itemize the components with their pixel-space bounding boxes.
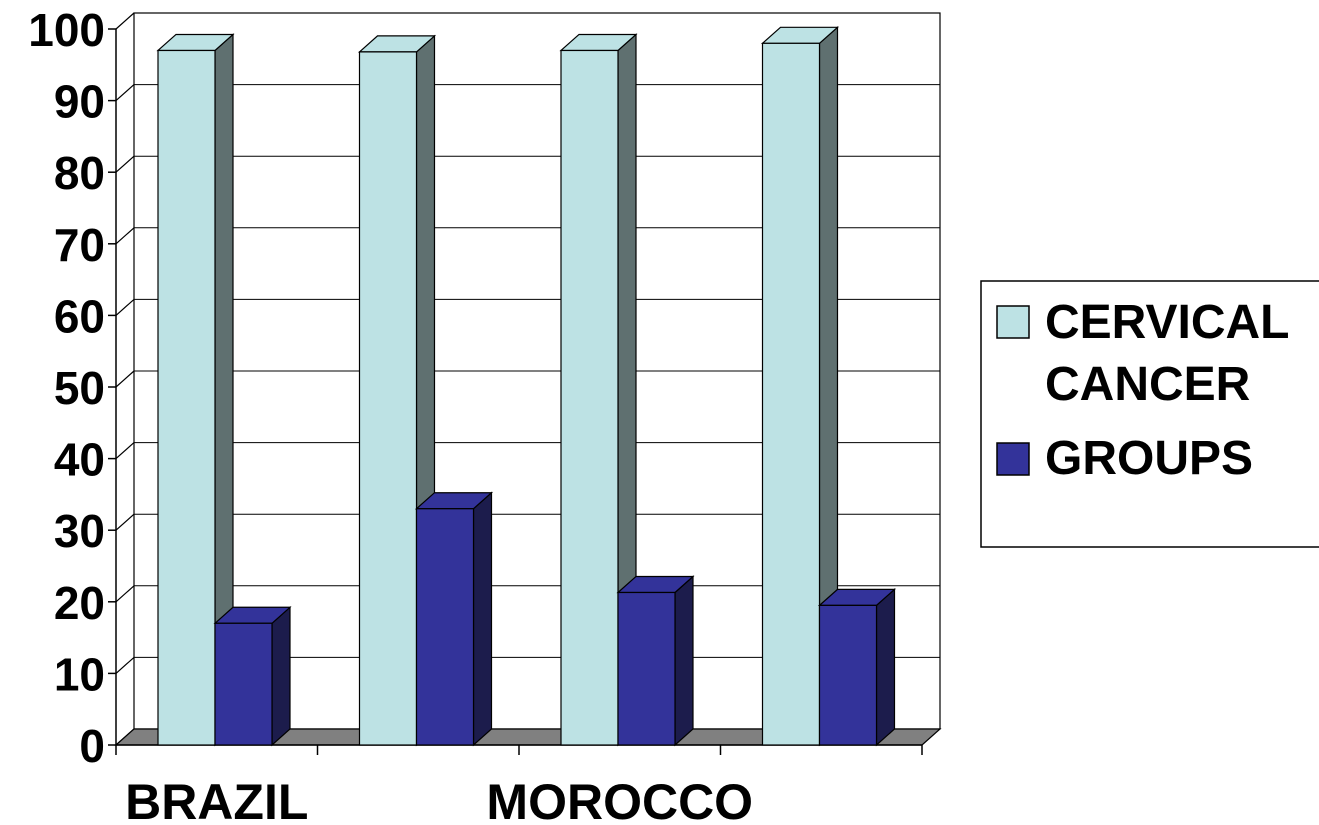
bar-side bbox=[472, 491, 493, 747]
side-wall-line bbox=[115, 155, 135, 173]
x-tick-label: MOROCCO bbox=[486, 774, 753, 825]
legend-label-line: CANCER bbox=[1045, 358, 1250, 411]
bar bbox=[156, 33, 235, 747]
y-tick-label: 40 bbox=[54, 434, 105, 486]
bar-front bbox=[560, 49, 619, 746]
y-tick-label: 0 bbox=[79, 720, 105, 772]
y-tick-label: 30 bbox=[54, 505, 105, 557]
bar-side bbox=[674, 575, 694, 747]
bar-side bbox=[271, 605, 291, 747]
y-tick-label: 10 bbox=[54, 648, 105, 700]
side-wall-line bbox=[115, 12, 135, 30]
legend-swatch bbox=[996, 442, 1030, 476]
side-wall-line bbox=[115, 656, 135, 674]
y-tick-label: 100 bbox=[28, 4, 105, 56]
side-wall-line bbox=[115, 84, 135, 102]
legend-label: GROUPS bbox=[1045, 432, 1253, 485]
bar-front bbox=[617, 591, 676, 746]
side-wall-line bbox=[115, 298, 135, 316]
bar-side bbox=[875, 588, 896, 747]
bar-front bbox=[761, 42, 821, 746]
bar-front bbox=[214, 622, 273, 746]
x-tick-label: BRAZIL bbox=[125, 774, 308, 825]
bar-front bbox=[415, 508, 475, 746]
bar bbox=[414, 491, 494, 747]
bar bbox=[213, 605, 292, 747]
y-tick-label: 60 bbox=[54, 290, 105, 342]
bar bbox=[357, 34, 437, 747]
side-wall-line bbox=[115, 513, 135, 531]
bar bbox=[616, 575, 695, 747]
side-wall-line bbox=[115, 227, 135, 245]
legend-label-line: GROUPS bbox=[1045, 432, 1253, 485]
y-tick-label: 90 bbox=[54, 76, 105, 128]
bar-front bbox=[818, 604, 878, 746]
side-wall-line bbox=[115, 370, 135, 388]
side-wall-line bbox=[115, 442, 135, 460]
legend-label: CERVICAL CANCER bbox=[1045, 296, 1289, 411]
y-tick-label: 50 bbox=[54, 362, 105, 414]
bar bbox=[817, 588, 897, 747]
bar bbox=[559, 33, 638, 747]
bar-front bbox=[358, 51, 418, 746]
y-tick-label: 80 bbox=[54, 147, 105, 199]
legend-label-line: CERVICAL bbox=[1045, 296, 1289, 349]
side-wall-line bbox=[115, 585, 135, 603]
plot-area: 0 10 20 30 40 50 60 70 80 90 100 BRAZIL MOROCCO bbox=[28, 4, 942, 825]
legend-swatch bbox=[996, 305, 1030, 339]
y-tick-label: 70 bbox=[54, 219, 105, 271]
legend-box bbox=[980, 280, 1319, 548]
legend: CERVICAL CANCER GROUPS bbox=[980, 280, 1319, 548]
y-tick-label: 20 bbox=[54, 577, 105, 629]
bar-front bbox=[157, 49, 216, 746]
